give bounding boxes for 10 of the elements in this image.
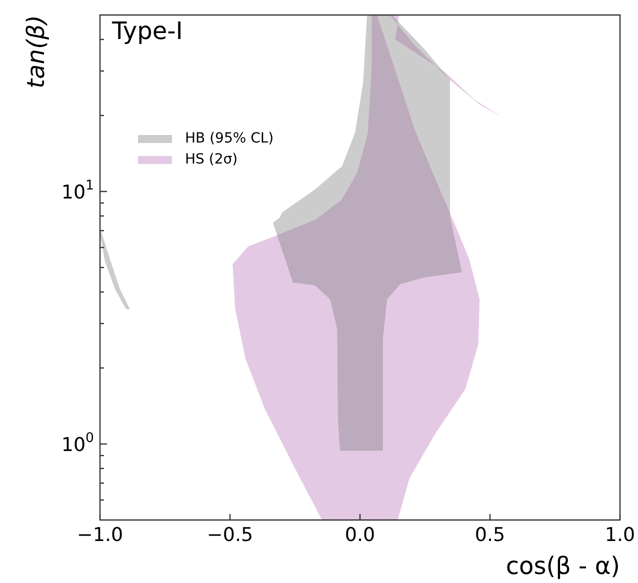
y-axis-title: tan(β) <box>22 15 50 88</box>
x-tick-label: 1.0 <box>604 524 636 546</box>
x-tick-label: 0.5 <box>474 524 506 546</box>
legend-label: HB (95% CL) <box>185 130 274 147</box>
x-tick-label: −0.5 <box>206 524 254 546</box>
x-tick-label: 0.0 <box>344 524 376 546</box>
legend-label: HS (2σ) <box>185 152 238 168</box>
x-tick-label: −1.0 <box>76 524 124 546</box>
x-axis-title: cos(β - α) <box>506 552 620 580</box>
chart-title: Type-I <box>111 17 183 46</box>
